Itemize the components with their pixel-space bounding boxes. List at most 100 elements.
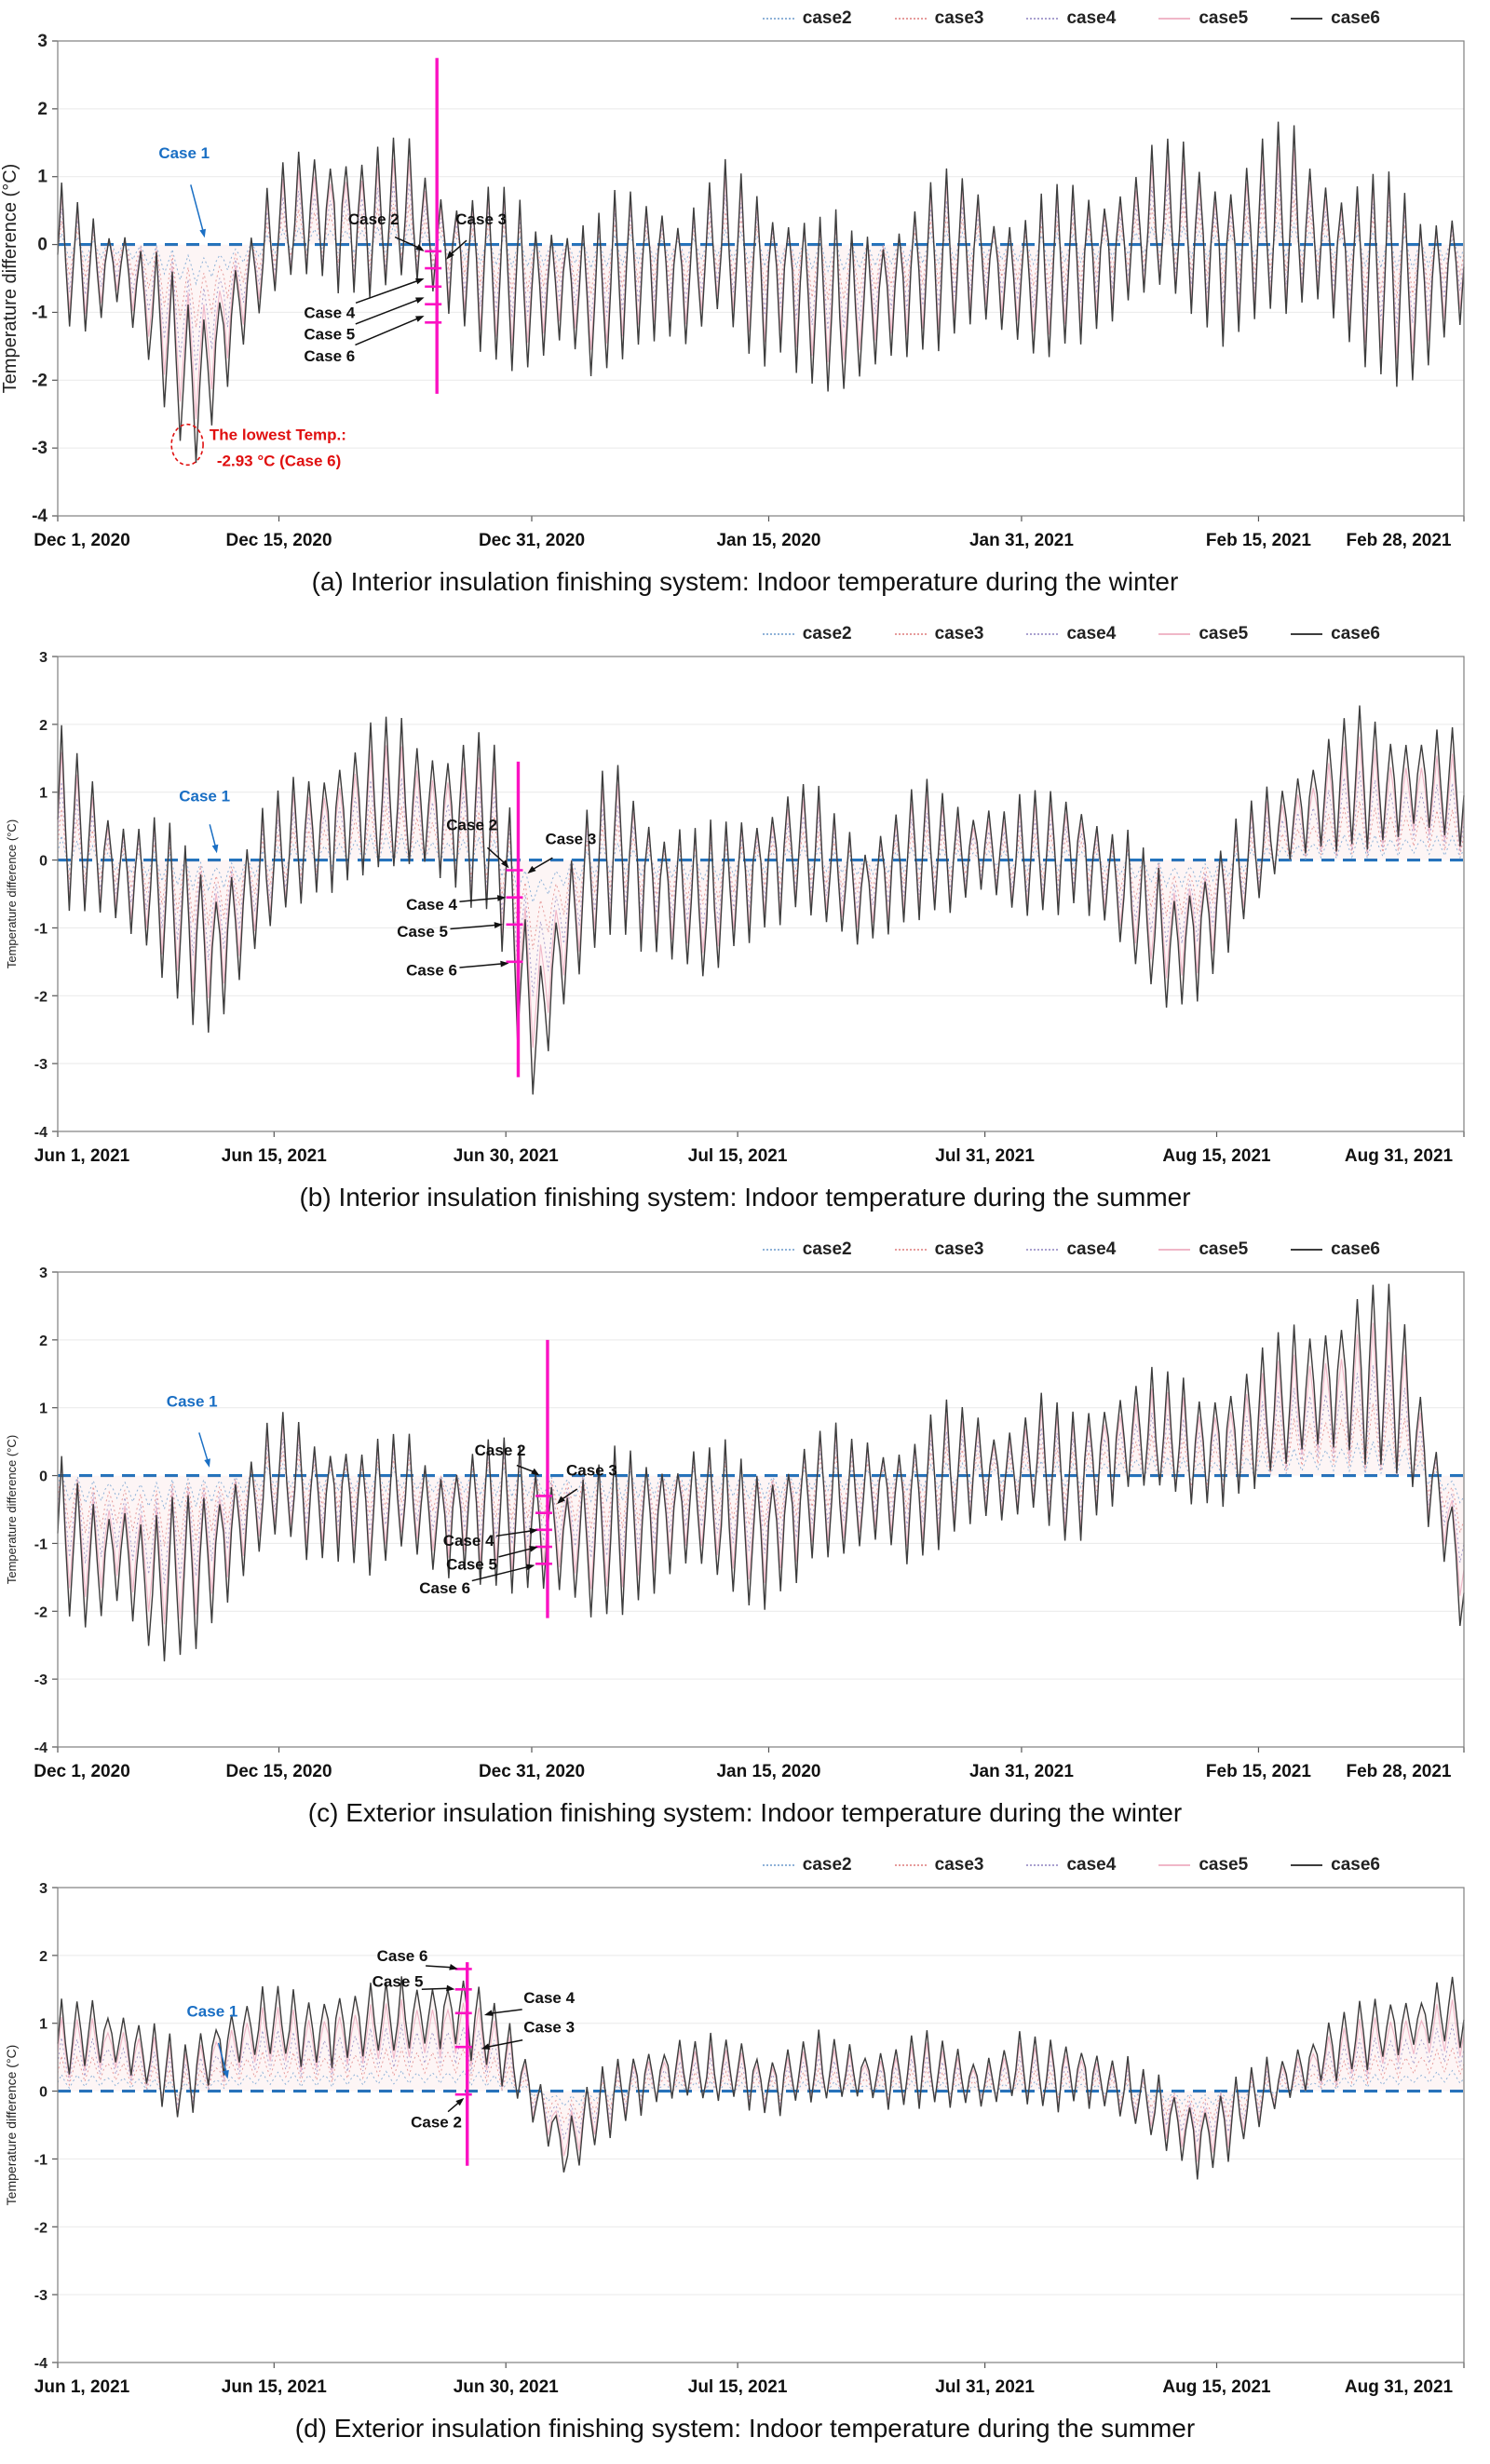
legend-item-case4: case4 — [1026, 1239, 1116, 1260]
x-tick-label: Jan 15, 2020 — [716, 531, 820, 550]
x-tick-label: Jun 1, 2021 — [34, 2377, 130, 2397]
legend-line-case5-icon — [1158, 1249, 1191, 1251]
legend-label-case6: case6 — [1331, 8, 1380, 28]
legend-item-case5: case5 — [1158, 8, 1248, 29]
y-tick-label: 2 — [39, 1949, 47, 1965]
legend-label-case6: case6 — [1331, 1855, 1380, 1875]
lowest-temp-line1: The lowest Temp.: — [210, 426, 346, 444]
caption-a: (a) Interior insulation finishing system… — [311, 567, 1179, 596]
lowest-temp-line2: -2.93 °C (Case 6) — [217, 452, 341, 469]
legend-line-case6-icon — [1291, 633, 1323, 635]
legend-line-case3-icon — [894, 633, 927, 635]
annotation-case-2: Case 2 — [446, 817, 497, 834]
x-tick-label: Aug 15, 2021 — [1162, 1146, 1271, 1166]
trace-case6 — [57, 1283, 1465, 1662]
y-tick-label: -1 — [32, 303, 47, 322]
y-axis-label: Temperature difference (°C) — [5, 819, 19, 968]
legend-item-case2: case2 — [762, 1239, 852, 1260]
legend-line-case2-icon — [762, 1249, 794, 1251]
annotation-case-3: Case 3 — [566, 1462, 617, 1480]
legend-label-case3: case3 — [934, 8, 984, 28]
y-tick-label: -3 — [34, 1057, 47, 1073]
x-tick-label: Aug 31, 2021 — [1345, 2377, 1454, 2397]
legend-label-case2: case2 — [802, 1855, 852, 1875]
legend-label-case3: case3 — [934, 1855, 984, 1875]
legend-line-case6-icon — [1291, 1249, 1323, 1251]
y-tick-label: -2 — [34, 989, 47, 1005]
x-tick-label: Jan 31, 2021 — [969, 1762, 1074, 1781]
legend-line-case5-icon — [1158, 1864, 1191, 1866]
legend-line-case3-icon — [894, 1864, 927, 1866]
y-tick-label: -2 — [34, 1604, 47, 1620]
caption-b: (b) Interior insulation finishing system… — [299, 1183, 1191, 1212]
x-tick-label: Jun 30, 2021 — [454, 2377, 559, 2397]
legend-item-case5: case5 — [1158, 624, 1248, 644]
x-tick-label: Jan 31, 2021 — [969, 531, 1074, 550]
annotation-case-5: Case 5 — [397, 923, 448, 941]
y-tick-label: 1 — [37, 168, 47, 187]
legend-line-case6-icon — [1291, 18, 1323, 20]
x-tick-label: Aug 31, 2021 — [1345, 1146, 1454, 1166]
legend-label-case6: case6 — [1331, 624, 1380, 643]
legend-item-case4: case4 — [1026, 8, 1116, 29]
legend-label-case4: case4 — [1066, 8, 1117, 28]
x-tick-label: Jun 30, 2021 — [454, 1146, 559, 1166]
y-tick-label: 0 — [39, 854, 47, 870]
annotation-case-3: Case 3 — [455, 210, 507, 228]
annotation-case-4: Case 4 — [304, 304, 355, 321]
y-tick-label: 2 — [39, 718, 47, 734]
legend-item-case3: case3 — [894, 8, 984, 29]
y-tick-label: -4 — [34, 2356, 47, 2372]
x-tick-label: Dec 31, 2020 — [479, 531, 585, 550]
trace-case3 — [57, 2046, 1465, 2125]
y-tick-label: -1 — [34, 1537, 47, 1552]
legend-label-case5: case5 — [1199, 624, 1249, 643]
legend-line-case4-icon — [1026, 18, 1059, 20]
y-tick-label: -1 — [34, 2152, 47, 2168]
caption-c: (c) Exterior insulation finishing system… — [307, 1798, 1183, 1827]
legend-item-case6: case6 — [1291, 1855, 1380, 1875]
y-tick-label: -4 — [34, 1740, 47, 1756]
lowest-temp-circle — [170, 423, 204, 467]
legend-label-case4: case4 — [1066, 624, 1117, 643]
x-tick-label: Jul 31, 2021 — [935, 1146, 1035, 1166]
legend-item-case3: case3 — [894, 1855, 984, 1875]
y-tick-label: 3 — [39, 650, 47, 666]
panel-c: case2 case3 case4 case5 case6 Case 1 Case 2 Ca… — [0, 1231, 1490, 1847]
legend-line-case4-icon — [1026, 1864, 1059, 1866]
legend-item-case2: case2 — [762, 1855, 852, 1875]
x-tick-label: Feb 28, 2021 — [1346, 1762, 1451, 1781]
legend-label-case2: case2 — [802, 1239, 852, 1259]
annotation-case-2: Case 2 — [475, 1442, 526, 1459]
annotation-case-1: Case 1 — [187, 2003, 238, 2021]
x-tick-label: Jun 15, 2021 — [222, 2377, 327, 2397]
annotation-case-1: Case 1 — [158, 144, 210, 162]
x-tick-label: Jul 15, 2021 — [688, 1146, 788, 1166]
legend-item-case4: case4 — [1026, 1855, 1116, 1875]
y-tick-label: -4 — [32, 507, 47, 526]
annotation-case-6: Case 6 — [406, 962, 457, 980]
x-tick-label: Dec 15, 2020 — [225, 531, 332, 550]
legend-item-case6: case6 — [1291, 624, 1380, 644]
annotation-case-2: Case 2 — [348, 210, 400, 228]
legend-item-case3: case3 — [894, 624, 983, 644]
legend-label-case2: case2 — [802, 624, 852, 643]
legend-line-case3-icon — [894, 1249, 927, 1251]
x-tick-label: Dec 31, 2020 — [479, 1762, 585, 1781]
annotation-case-4: Case 4 — [523, 1989, 575, 2007]
annotation-case-6: Case 6 — [377, 1947, 428, 1965]
y-tick-label: 2 — [37, 100, 47, 119]
legend-line-case4-icon — [1026, 1249, 1059, 1251]
x-tick-label: Jul 15, 2021 — [688, 2377, 788, 2397]
legend-a: case2 case3 case4 case5 case6 — [0, 6, 1490, 32]
legend-d: case2 case3 case4 case5 case6 — [0, 1852, 1490, 1878]
annotation-case-3: Case 3 — [545, 830, 596, 847]
annotation-case-1: Case 1 — [179, 787, 230, 805]
legend-line-case5-icon — [1158, 633, 1191, 635]
legend-c: case2 case3 case4 case5 case6 — [0, 1237, 1490, 1263]
y-tick-label: -3 — [32, 439, 47, 458]
trace-case4 — [57, 1364, 1465, 1584]
y-tick-label: 1 — [39, 2017, 47, 2033]
y-tick-label: 1 — [39, 1401, 47, 1417]
legend-line-case2-icon — [762, 1864, 794, 1866]
